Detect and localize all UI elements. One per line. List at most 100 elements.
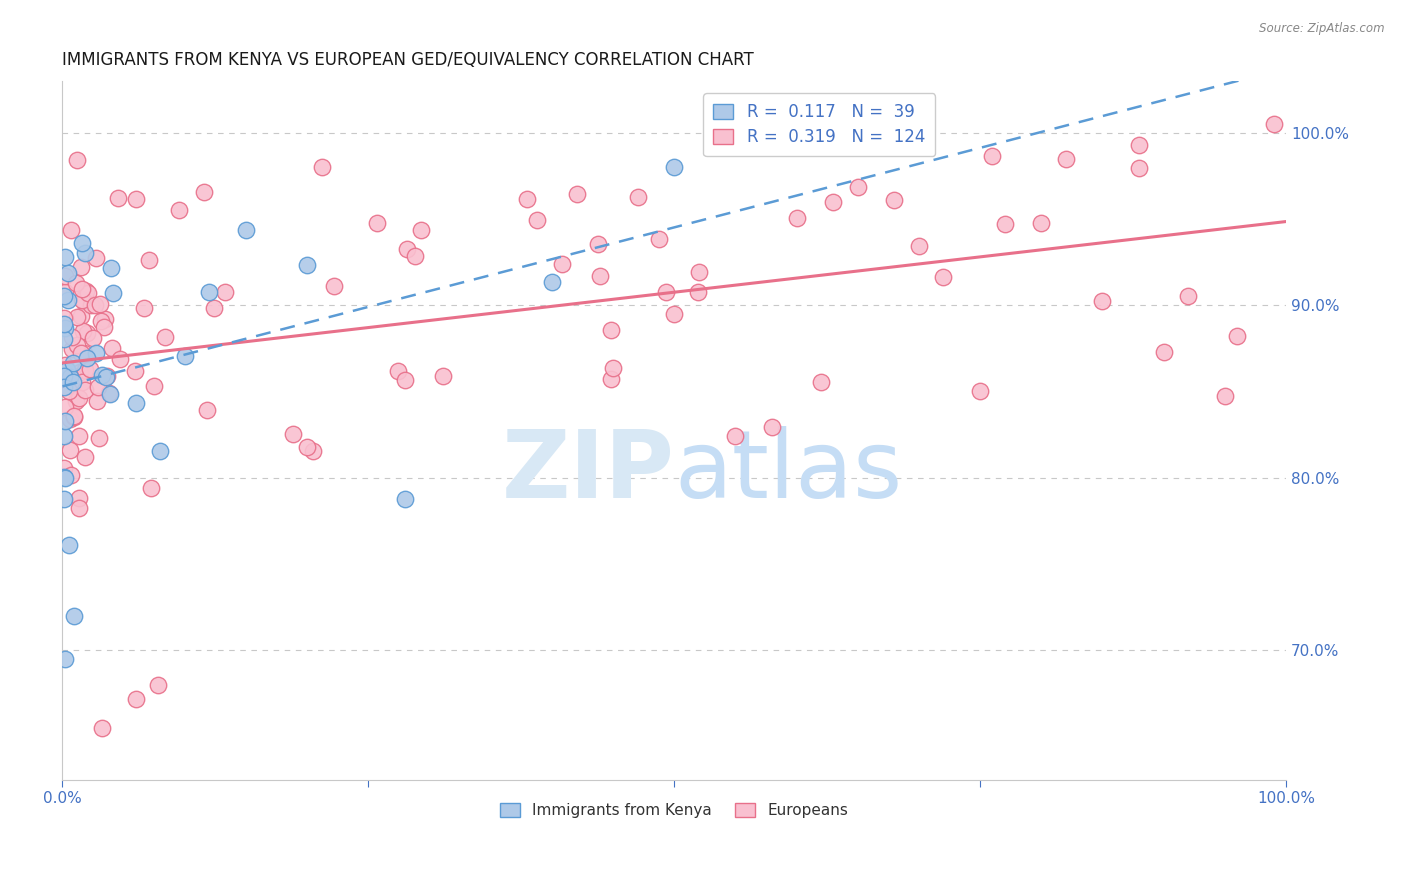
- Point: [75, 363, 97, 377]
- Point: [69, 365, 91, 379]
- Point: [235, 223, 257, 237]
- Point: [1128, 138, 1150, 153]
- Text: ZIP: ZIP: [502, 426, 675, 518]
- Point: [65, 276, 87, 290]
- Point: [103, 285, 125, 300]
- Point: [366, 216, 388, 230]
- Point: [688, 285, 710, 300]
- Point: [526, 212, 548, 227]
- Point: [94, 312, 117, 326]
- Point: [1054, 152, 1077, 166]
- Point: [84, 298, 107, 312]
- Point: [62, 409, 84, 423]
- Point: [52, 332, 75, 346]
- Point: [59, 467, 82, 482]
- Point: [146, 678, 169, 692]
- Point: [90, 368, 112, 382]
- Point: [52, 429, 75, 443]
- Point: [73, 245, 96, 260]
- Point: [664, 307, 686, 321]
- Point: [65, 393, 87, 408]
- Point: [70, 235, 93, 250]
- Point: [60, 329, 83, 343]
- Point: [688, 265, 710, 279]
- Point: [63, 410, 86, 425]
- Point: [810, 375, 832, 389]
- Point: [1128, 161, 1150, 175]
- Point: [70, 293, 93, 307]
- Point: [908, 239, 931, 253]
- Point: [786, 211, 808, 226]
- Point: [125, 691, 148, 706]
- Point: [516, 192, 538, 206]
- Legend: Immigrants from Kenya, Europeans: Immigrants from Kenya, Europeans: [495, 797, 855, 824]
- Point: [79, 298, 101, 312]
- Point: [62, 608, 84, 623]
- Point: [100, 261, 122, 276]
- Point: [167, 202, 190, 217]
- Point: [281, 426, 304, 441]
- Point: [66, 310, 89, 325]
- Point: [1153, 344, 1175, 359]
- Point: [138, 252, 160, 267]
- Point: [153, 329, 176, 343]
- Point: [627, 190, 650, 204]
- Point: [295, 258, 318, 272]
- Point: [322, 278, 344, 293]
- Point: [66, 153, 89, 167]
- Point: [58, 538, 80, 552]
- Point: [969, 384, 991, 398]
- Point: [70, 282, 93, 296]
- Point: [89, 296, 111, 310]
- Point: [297, 440, 319, 454]
- Point: [79, 362, 101, 376]
- Point: [197, 403, 219, 417]
- Point: [86, 251, 108, 265]
- Point: [90, 721, 112, 735]
- Point: [90, 314, 112, 328]
- Point: [86, 380, 108, 394]
- Point: [883, 193, 905, 207]
- Point: [82, 331, 104, 345]
- Point: [53, 652, 76, 666]
- Point: [1226, 328, 1249, 343]
- Point: [846, 179, 869, 194]
- Point: [602, 361, 624, 376]
- Point: [53, 358, 76, 372]
- Point: [124, 364, 146, 378]
- Point: [202, 301, 225, 315]
- Point: [404, 249, 426, 263]
- Point: [993, 217, 1015, 231]
- Point: [134, 301, 156, 315]
- Point: [108, 351, 131, 366]
- Point: [1091, 293, 1114, 308]
- Text: atlas: atlas: [675, 426, 903, 518]
- Point: [52, 368, 75, 383]
- Point: [1263, 118, 1285, 132]
- Point: [173, 349, 195, 363]
- Point: [394, 373, 416, 387]
- Point: [589, 268, 612, 283]
- Point: [52, 461, 75, 475]
- Point: [53, 250, 76, 264]
- Point: [586, 236, 609, 251]
- Point: [53, 470, 76, 484]
- Point: [62, 376, 84, 390]
- Point: [70, 260, 93, 274]
- Point: [52, 491, 75, 506]
- Point: [67, 429, 90, 443]
- Point: [1177, 289, 1199, 303]
- Point: [75, 450, 97, 464]
- Text: IMMIGRANTS FROM KENYA VS EUROPEAN GED/EQUIVALENCY CORRELATION CHART: IMMIGRANTS FROM KENYA VS EUROPEAN GED/EQ…: [62, 51, 754, 69]
- Point: [52, 380, 75, 394]
- Point: [75, 383, 97, 397]
- Point: [387, 364, 409, 378]
- Point: [70, 309, 93, 323]
- Text: Source: ZipAtlas.com: Source: ZipAtlas.com: [1260, 22, 1385, 36]
- Point: [53, 317, 76, 331]
- Point: [58, 384, 80, 398]
- Point: [87, 431, 110, 445]
- Point: [98, 387, 121, 401]
- Point: [648, 232, 671, 246]
- Point: [77, 286, 100, 301]
